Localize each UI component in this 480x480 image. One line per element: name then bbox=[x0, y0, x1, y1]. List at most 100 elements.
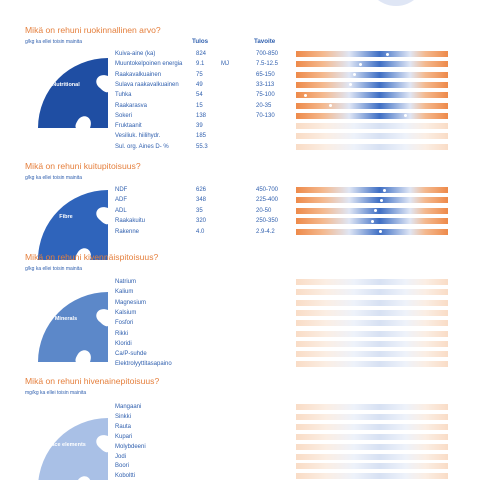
range-bar bbox=[296, 423, 448, 430]
range-bar bbox=[296, 123, 448, 130]
result-marker bbox=[329, 104, 332, 107]
section-subtitle: g/kg ka ellei toisin mainita bbox=[25, 175, 82, 181]
range-bar bbox=[296, 443, 448, 450]
row-result: 39 bbox=[196, 123, 203, 130]
row-target: 7.5-12.5 bbox=[256, 61, 279, 68]
range-bar bbox=[296, 361, 448, 368]
section-subtitle: g/kg ka ellei toisin mainita bbox=[25, 39, 82, 45]
range-bar bbox=[296, 133, 448, 140]
row-target: 700-850 bbox=[256, 51, 279, 57]
section-title: Mikä on rehuni ruokinnallinen arvo? bbox=[25, 25, 161, 35]
row-result: 824 bbox=[196, 51, 207, 57]
row-name: Jodi bbox=[115, 453, 127, 460]
row-result: 320 bbox=[196, 218, 207, 225]
row-name: Koboltti bbox=[115, 473, 136, 480]
row-name: Raakakuitu bbox=[115, 218, 146, 225]
row-result: 15 bbox=[196, 102, 203, 109]
row-name: Kuiva-aine (ka) bbox=[115, 51, 156, 57]
row-result: 55.3 bbox=[196, 143, 208, 150]
column-header: Tavoite bbox=[254, 38, 276, 45]
row-target: 20-50 bbox=[256, 207, 272, 214]
section-title: Mikä on rehuni hivenainepitoisuus? bbox=[25, 376, 160, 386]
range-bar bbox=[296, 102, 448, 109]
decoration bbox=[366, 0, 426, 6]
row-target: 70-130 bbox=[256, 112, 275, 119]
row-name: ADL bbox=[115, 207, 127, 214]
row-name: Sul. org. Aines D- % bbox=[115, 143, 169, 150]
row-name: Magnesium bbox=[115, 299, 147, 306]
row-result: 75 bbox=[196, 71, 203, 78]
puzzle-shape bbox=[38, 58, 108, 128]
row-result: 138 bbox=[196, 112, 207, 119]
row-name: Raakarasva bbox=[115, 102, 148, 109]
row-name: ADF bbox=[115, 197, 127, 204]
row-name: Sinkki bbox=[115, 413, 132, 420]
row-name: Tuhka bbox=[115, 92, 132, 99]
row-name: Fosfori bbox=[115, 320, 134, 327]
row-target: 225-400 bbox=[256, 197, 279, 204]
range-bar bbox=[296, 473, 448, 480]
range-bar bbox=[296, 279, 448, 285]
range-bar bbox=[296, 289, 448, 296]
result-marker bbox=[380, 198, 383, 202]
row-target: 450-700 bbox=[256, 187, 279, 193]
range-bar bbox=[296, 320, 448, 327]
row-name: Sulava raakavalkuainen bbox=[115, 81, 179, 88]
row-target: 20-35 bbox=[256, 102, 272, 109]
range-bar bbox=[296, 330, 448, 337]
row-name: Natrium bbox=[115, 279, 137, 285]
row-result: 9.1 bbox=[196, 61, 205, 68]
row-name: Kalium bbox=[115, 289, 134, 296]
row-name: Boori bbox=[115, 463, 130, 470]
range-bar bbox=[296, 51, 448, 57]
range-bar bbox=[296, 433, 448, 440]
row-result: 185 bbox=[196, 133, 207, 140]
row-name: Vesiliuk. hiilihydr. bbox=[115, 133, 161, 140]
row-name: Rikki bbox=[115, 330, 128, 337]
range-bar bbox=[296, 351, 448, 358]
range-bar bbox=[296, 228, 448, 235]
range-bar bbox=[296, 404, 448, 410]
range-bar bbox=[296, 92, 448, 99]
range-bar bbox=[296, 218, 448, 225]
range-bar bbox=[296, 81, 448, 88]
row-result: 4.0 bbox=[196, 228, 205, 235]
row-result: 54 bbox=[196, 92, 203, 99]
row-name: Rakenne bbox=[115, 228, 140, 235]
range-bar bbox=[296, 299, 448, 306]
result-marker bbox=[353, 73, 356, 77]
range-bar bbox=[296, 112, 448, 119]
result-marker bbox=[303, 93, 307, 97]
row-name: Raakavalkuainen bbox=[115, 71, 162, 78]
column-header: Tulos bbox=[192, 38, 209, 45]
row-result: 348 bbox=[196, 197, 207, 204]
result-marker bbox=[348, 83, 352, 87]
row-name: Ca/P-suhde bbox=[115, 351, 147, 358]
puzzle-icon: Nutritional bbox=[24, 48, 110, 139]
icon-label: Minerals bbox=[54, 316, 78, 322]
range-bar bbox=[296, 309, 448, 316]
row-name: Kupari bbox=[115, 433, 133, 440]
row-result: 49 bbox=[196, 81, 203, 88]
row-name: Kloridi bbox=[115, 340, 132, 347]
section-title: Mikä on rehuni kivennäispitoisuus? bbox=[25, 252, 159, 262]
row-name: Elektrolyyttitasapaino bbox=[115, 361, 172, 368]
row-result: 35 bbox=[196, 207, 203, 214]
row-target: 2.9-4.2 bbox=[256, 228, 275, 235]
result-marker bbox=[378, 230, 382, 234]
row-target: 250-350 bbox=[256, 218, 279, 225]
puzzle-icon: Trace elements bbox=[24, 408, 110, 480]
row-name: Muuntokelpoinen energia bbox=[115, 61, 183, 68]
row-target: 33-113 bbox=[256, 81, 275, 88]
range-bar bbox=[296, 143, 448, 150]
puzzle-icon: Minerals bbox=[24, 282, 110, 373]
range-bar bbox=[296, 413, 448, 420]
section-subtitle: mg/kg ka ellei toisin mainita bbox=[25, 390, 87, 396]
section-subtitle: g/kg ka ellei toisin mainita bbox=[25, 266, 82, 272]
row-name: Sokeri bbox=[115, 112, 133, 119]
result-marker bbox=[383, 188, 386, 192]
row-name: Mangaani bbox=[115, 404, 142, 410]
puzzle-icon: Fibre bbox=[24, 180, 110, 271]
icon-label: Fibre bbox=[59, 214, 73, 220]
